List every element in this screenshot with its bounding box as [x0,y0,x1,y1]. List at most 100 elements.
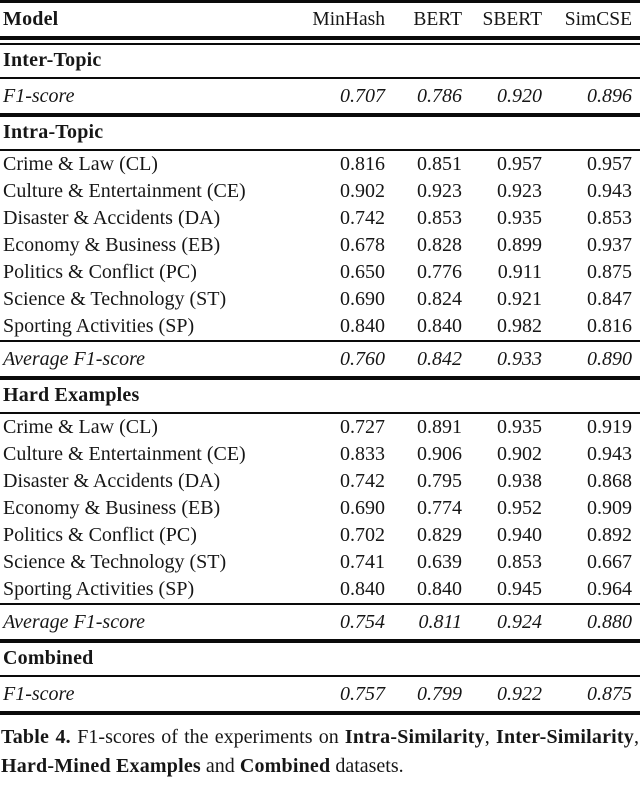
value-simcse: 0.880 [587,611,632,633]
table-header-row: Model MinHash BERT SBERT SimCSE [0,3,640,36]
value-minhash: 0.840 [340,315,385,337]
table-row-hard-eb: Economy & Business (EB) 0.690 0.774 0.95… [0,495,640,522]
row-label: Average F1-score [3,611,145,633]
value-simcse: 0.853 [587,207,632,229]
table-row-intra-sp: Sporting Activities (SP) 0.840 0.840 0.9… [0,313,640,340]
divider-rule [0,639,640,643]
row-label: F1-score [3,85,75,107]
row-label: Politics & Conflict (PC) [3,524,197,546]
value-bert: 0.639 [417,551,462,573]
value-minhash: 0.840 [340,578,385,600]
value-bert: 0.774 [417,497,462,519]
value-minhash: 0.816 [340,153,385,175]
value-minhash: 0.902 [340,180,385,202]
row-label: Disaster & Accidents (DA) [3,207,221,229]
table-row-hard-pc: Politics & Conflict (PC) 0.702 0.829 0.9… [0,522,640,549]
value-bert: 0.828 [417,234,462,256]
section-header-intra-topic: Intra-Topic [0,117,640,149]
table-row-intra-da: Disaster & Accidents (DA) 0.742 0.853 0.… [0,205,640,232]
value-bert: 0.840 [417,315,462,337]
table-row-intra-pc: Politics & Conflict (PC) 0.650 0.776 0.9… [0,259,640,286]
row-label: Sporting Activities (SP) [3,578,195,600]
value-simcse: 0.892 [587,524,632,546]
section-title: Hard Examples [3,384,140,406]
table-row-hard-st: Science & Technology (ST) 0.741 0.639 0.… [0,549,640,576]
value-minhash: 0.690 [340,288,385,310]
caption-bold-intra-similarity: Intra-Similarity [344,726,485,748]
results-table: Model MinHash BERT SBERT SimCSE Inter-To… [0,0,640,781]
value-sbert: 0.921 [497,288,542,310]
value-sbert: 0.922 [497,683,542,705]
value-bert: 0.776 [417,261,462,283]
value-sbert: 0.940 [497,524,542,546]
value-bert: 0.891 [417,416,462,438]
value-sbert: 0.952 [497,497,542,519]
value-sbert: 0.924 [497,611,542,633]
value-minhash: 0.742 [340,470,385,492]
divider-rule [0,149,640,151]
value-sbert: 0.938 [497,470,542,492]
value-minhash: 0.741 [340,551,385,573]
table-row-hard-da: Disaster & Accidents (DA) 0.742 0.795 0.… [0,468,640,495]
table-row-intra-ce: Culture & Entertainment (CE) 0.902 0.923… [0,178,640,205]
divider-rule [0,675,640,677]
caption-table-number: Table 4. [1,726,78,748]
table-row-hard-cl: Crime & Law (CL) 0.727 0.891 0.935 0.919 [0,414,640,441]
value-minhash: 0.757 [340,683,385,705]
header-double-rule [0,36,640,45]
table-row-hard-average: Average F1-score 0.754 0.811 0.924 0.880 [0,605,640,639]
value-sbert: 0.923 [497,180,542,202]
section-header-combined: Combined [0,643,640,675]
column-header-minhash: MinHash [312,9,385,30]
row-label: Culture & Entertainment (CE) [3,443,246,465]
value-bert: 0.824 [417,288,462,310]
caption-bold-inter-similarity: Inter-Similarity [496,726,634,748]
value-simcse: 0.896 [587,85,632,107]
caption-text: and [200,755,240,777]
value-minhash: 0.707 [340,85,385,107]
column-header-bert: BERT [413,9,462,30]
table-row-intra-cl: Crime & Law (CL) 0.816 0.851 0.957 0.957 [0,151,640,178]
value-minhash: 0.702 [340,524,385,546]
value-sbert: 0.957 [497,153,542,175]
value-sbert: 0.982 [497,315,542,337]
value-sbert: 0.911 [497,261,542,283]
caption-bold-hard-mined-examples: Hard-Mined Examples [1,755,201,777]
value-simcse: 0.919 [587,416,632,438]
value-simcse: 0.667 [587,551,632,573]
row-label: Economy & Business (EB) [3,234,221,256]
value-bert: 0.842 [417,348,462,370]
value-sbert: 0.902 [497,443,542,465]
value-minhash: 0.754 [340,611,385,633]
section-header-inter-topic: Inter-Topic [0,45,640,77]
row-label: Politics & Conflict (PC) [3,261,197,283]
value-sbert: 0.853 [497,551,542,573]
value-simcse: 0.847 [587,288,632,310]
divider-rule [0,77,640,79]
section-title: Combined [3,647,94,669]
caption-text: , [484,726,496,748]
section-title: Intra-Topic [3,121,104,143]
value-minhash: 0.727 [340,416,385,438]
row-label: Average F1-score [3,348,145,370]
value-minhash: 0.678 [340,234,385,256]
row-label: F1-score [3,683,75,705]
value-bert: 0.853 [417,207,462,229]
value-minhash: 0.650 [340,261,385,283]
table-row-hard-ce: Culture & Entertainment (CE) 0.833 0.906… [0,441,640,468]
row-label: Disaster & Accidents (DA) [3,470,221,492]
value-minhash: 0.760 [340,348,385,370]
value-simcse: 0.875 [587,261,632,283]
table-row-hard-sp: Sporting Activities (SP) 0.840 0.840 0.9… [0,576,640,603]
value-simcse: 0.868 [587,470,632,492]
value-sbert: 0.920 [497,85,542,107]
table-row-inter-f1: F1-score 0.707 0.786 0.920 0.896 [0,79,640,113]
table-top-rule [0,0,640,3]
value-simcse: 0.890 [587,348,632,370]
value-sbert: 0.899 [497,234,542,256]
table-caption: Table 4. F1-scores of the experiments on… [1,723,639,781]
value-bert: 0.906 [417,443,462,465]
divider-rule [0,376,640,380]
value-bert: 0.840 [417,578,462,600]
value-sbert: 0.933 [497,348,542,370]
